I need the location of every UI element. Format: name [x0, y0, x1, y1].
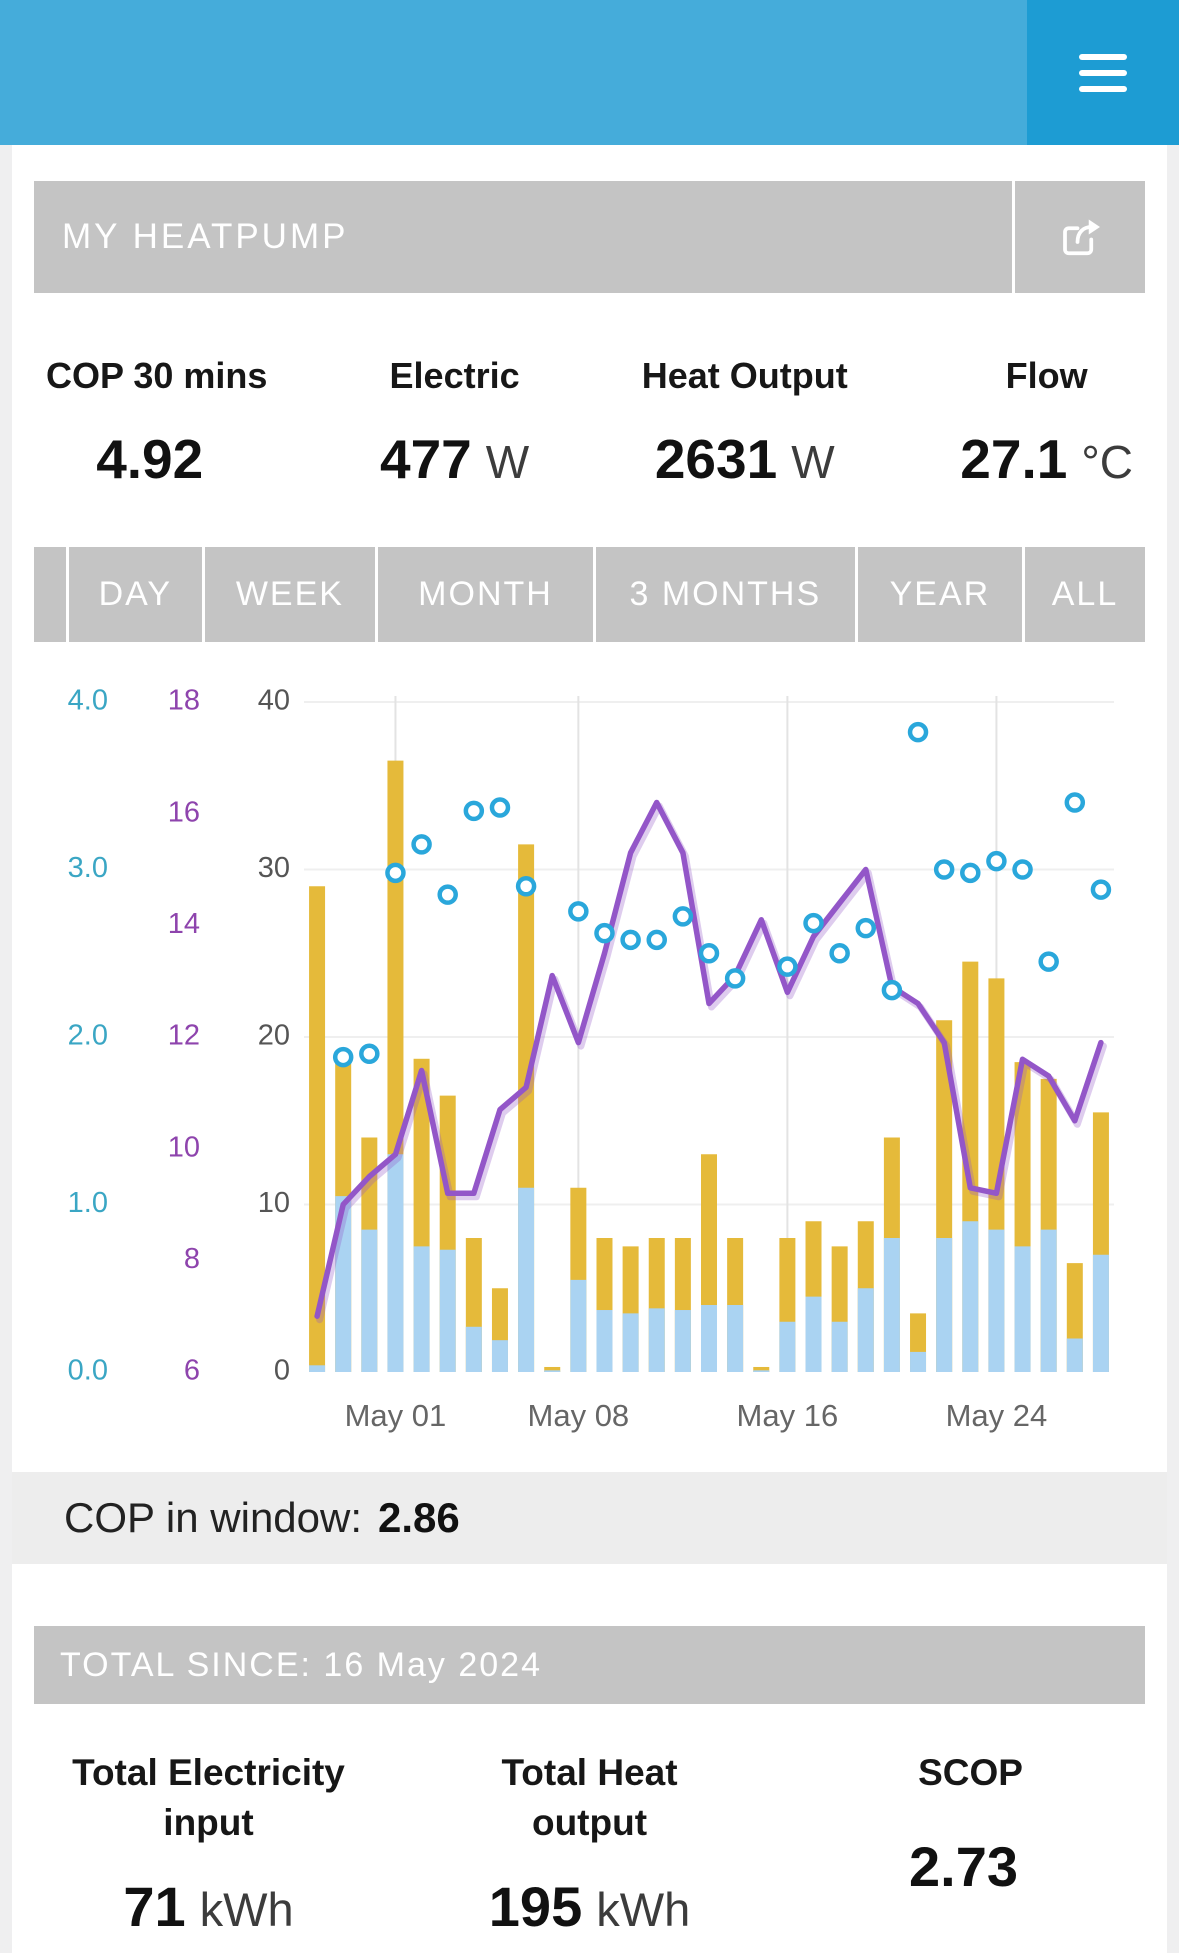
timerange-tabs: DAY WEEK MONTH 3 MONTHS YEAR ALL — [34, 547, 1145, 642]
stat-heat-output: Heat Output 2631 W — [642, 355, 848, 491]
svg-text:0.0: 0.0 — [68, 1355, 108, 1387]
svg-text:12: 12 — [168, 1020, 200, 1052]
heatpump-chart: 0.0 1.0 2.0 3.0 4.0 6 8 10 12 14 16 18 0 10 20 30 40 May … — [68, 685, 1114, 1433]
tab-label: 3 MONTHS — [629, 575, 822, 613]
stat-electric: Electric 477 W — [380, 355, 529, 491]
svg-text:0: 0 — [274, 1355, 290, 1387]
total-label: Total Electricity input — [72, 1752, 345, 1843]
svg-text:20: 20 — [258, 1020, 290, 1052]
tab-label: ALL — [1051, 575, 1119, 613]
stat-label: Heat Output — [641, 355, 848, 396]
stat-label: Flow — [1005, 355, 1088, 396]
share-icon — [1063, 219, 1100, 256]
tab-day[interactable]: DAY — [69, 547, 202, 642]
stat-unit: °C — [1081, 436, 1133, 488]
total-unit: kWh — [596, 1882, 691, 1936]
tab-3months[interactable]: 3 MONTHS — [595, 547, 855, 642]
stat-value: 4.92 — [96, 428, 204, 490]
tab-month[interactable]: MONTH — [378, 547, 593, 642]
stat-unit: W — [485, 436, 530, 488]
share-button[interactable] — [1015, 181, 1145, 293]
svg-text:1.0: 1.0 — [68, 1187, 108, 1219]
svg-text:14: 14 — [168, 908, 200, 940]
stat-unit: W — [791, 436, 835, 488]
svg-text:May 08: May 08 — [528, 1398, 630, 1433]
card-header: MY HEATPUMP — [12, 145, 1167, 293]
page-title: MY HEATPUMP — [62, 217, 349, 256]
total-since-bar: TOTAL SINCE: 16 May 2024 — [34, 1626, 1145, 1704]
menu-button[interactable] — [1027, 0, 1179, 145]
stat-value: 2631 — [654, 428, 778, 490]
tab-label: YEAR — [889, 575, 991, 613]
card-title-bar: MY HEATPUMP — [34, 181, 1012, 293]
stat-label: Electric — [389, 355, 520, 396]
tab-week[interactable]: WEEK — [204, 547, 376, 642]
stat-flow: Flow 27.1 °C — [960, 355, 1133, 491]
tab-stub — [34, 547, 66, 642]
cop-window-value: 2.86 — [378, 1494, 460, 1541]
stat-value: 477 — [380, 428, 472, 490]
total-electricity: Total Electricity input 71 kWh — [18, 1748, 399, 1939]
svg-text:10: 10 — [258, 1187, 290, 1219]
total-label: SCOP — [918, 1752, 1023, 1793]
total-since-title: TOTAL SINCE: 16 May 2024 — [60, 1645, 542, 1684]
svg-text:May 24: May 24 — [946, 1398, 1048, 1433]
top-bar — [0, 0, 1179, 145]
tab-label: MONTH — [418, 575, 553, 613]
total-value: 195 — [488, 1874, 583, 1938]
app-page: MY HEATPUMP COP 30 mins 4.92 Electric 47… — [12, 145, 1167, 1953]
stat-label: COP 30 mins — [46, 355, 268, 396]
svg-text:6: 6 — [184, 1355, 200, 1387]
tab-label: DAY — [98, 575, 172, 613]
svg-text:May 16: May 16 — [737, 1398, 839, 1433]
cop-window-label: COP in window: — [64, 1494, 363, 1541]
svg-text:10: 10 — [168, 1131, 200, 1163]
heatpump-chart-container[interactable]: 0.0 1.0 2.0 3.0 4.0 6 8 10 12 14 16 18 0 10 20 30 40 May … — [12, 668, 1167, 1448]
tab-label: WEEK — [235, 575, 344, 613]
svg-text:8: 8 — [184, 1243, 200, 1275]
total-heat: Total Heat output 195 kWh — [399, 1748, 780, 1939]
total-value: 2.73 — [909, 1834, 1018, 1898]
stat-value: 27.1 — [960, 428, 1068, 490]
svg-text:4.0: 4.0 — [68, 685, 108, 717]
total-label: Total Heat output — [501, 1752, 678, 1843]
svg-text:May 01: May 01 — [345, 1398, 447, 1433]
svg-text:30: 30 — [258, 852, 290, 884]
stat-cop-30mins: COP 30 mins 4.92 — [46, 355, 267, 491]
svg-text:3.0: 3.0 — [68, 852, 108, 884]
svg-text:18: 18 — [168, 685, 200, 717]
live-stats-row: COP 30 mins 4.92 Electric 477 W Heat Outp… — [12, 293, 1167, 547]
tab-year[interactable]: YEAR — [857, 547, 1022, 642]
svg-text:2.0: 2.0 — [68, 1020, 108, 1052]
total-value: 71 — [123, 1874, 186, 1938]
total-scop: SCOP 2.73 — [780, 1748, 1161, 1939]
svg-text:40: 40 — [258, 685, 290, 717]
svg-text:16: 16 — [168, 796, 200, 828]
cop-window-bar: COP in window: 2.86 — [12, 1472, 1167, 1564]
total-unit: kWh — [199, 1882, 294, 1936]
tab-all[interactable]: ALL — [1025, 547, 1145, 642]
totals-row: Total Electricity input 71 kWh Total Heat… — [12, 1704, 1167, 1939]
